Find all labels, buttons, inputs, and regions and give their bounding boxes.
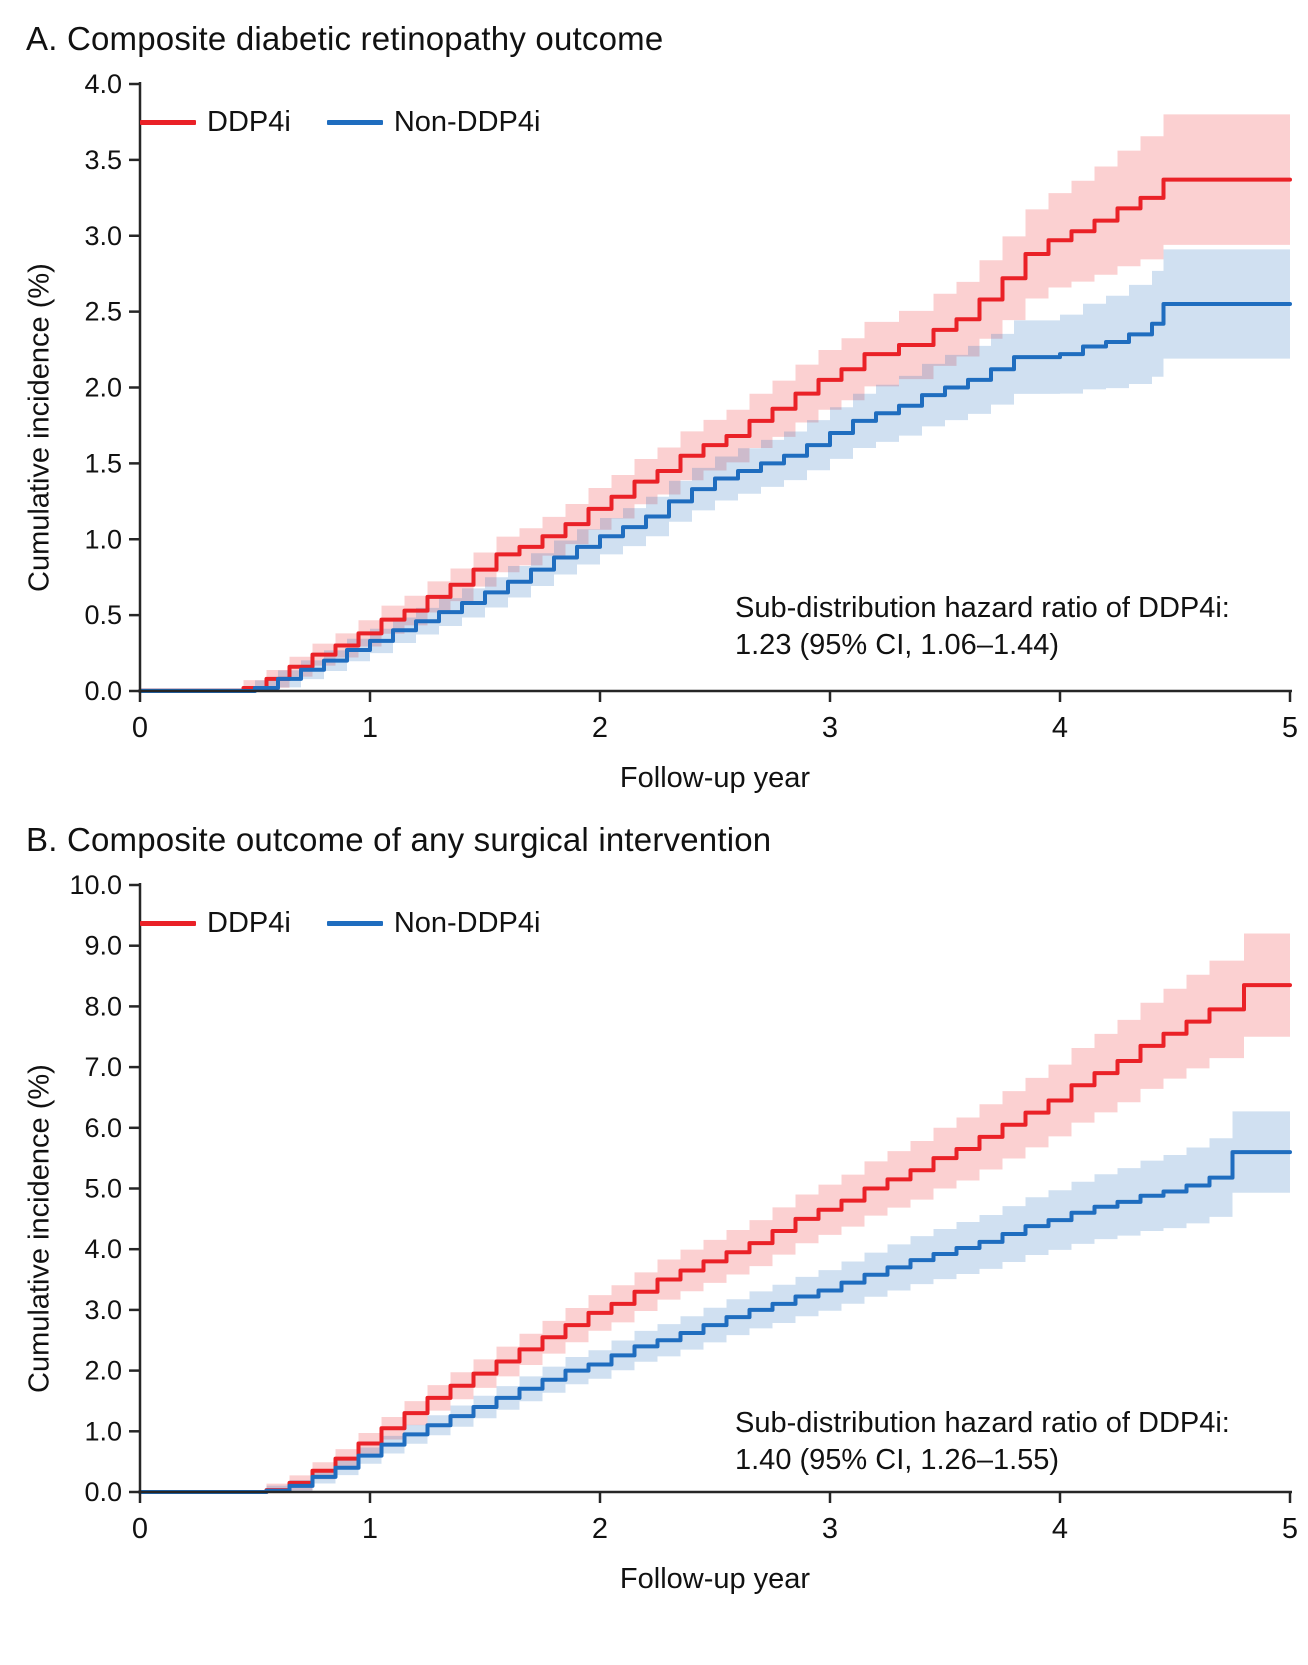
y-tick-label: 3.5: [84, 145, 122, 175]
non-ddp4i-legend-label: Non-DDP4i: [393, 106, 541, 138]
y-tick-label: 3.0: [84, 1295, 122, 1325]
non-ddp4i-legend-label: Non-DDP4i: [393, 907, 541, 939]
x-tick-label: 1: [362, 1513, 378, 1545]
ddp4i-legend-label: DDP4i: [207, 106, 291, 138]
panel-b-annotation-line-1: Sub-distribution hazard ratio of DDP4i:: [735, 1407, 1230, 1439]
x-tick-label: 0: [132, 1513, 148, 1545]
panel-b-chart-area: Cumulative incidence (%) 0.0 1.0 2.0 3.0 4.0…: [0, 867, 1308, 1545]
ddp4i-line-swatch-icon: [140, 120, 196, 125]
y-tick-label: 0.5: [84, 600, 122, 630]
panel-b: B. Composite outcome of any surgical int…: [0, 821, 1308, 1596]
y-tick-label: 2.0: [84, 373, 122, 403]
x-tick-label: 5: [1282, 712, 1298, 744]
panel-b-legend: DDP4i Non-DDP4i: [140, 907, 540, 940]
panel-a-hazard-ratio-annotation: Sub-distribution hazard ratio of DDP4i: …: [735, 590, 1230, 664]
panel-b-y-axis-title: Cumulative incidence (%): [23, 1064, 56, 1394]
panel-a: A. Composite diabetic retinopathy outcom…: [0, 20, 1308, 795]
x-tick-label: 2: [592, 712, 608, 744]
x-tick-label: 0: [132, 712, 148, 744]
y-tick-label: 5.0: [84, 1174, 122, 1204]
non-ddp4i-line-swatch-icon: [326, 120, 383, 125]
non-ddp4i-line-swatch-icon: [326, 921, 383, 926]
y-tick-label: 1.0: [84, 1416, 122, 1446]
non-ddp4i-ci-band: [140, 249, 1290, 691]
y-tick-label: 1.0: [84, 524, 122, 554]
y-tick-label: 2.0: [84, 1356, 122, 1386]
y-tick-label: 4.0: [84, 69, 122, 99]
y-tick-label: 0.0: [84, 1477, 122, 1507]
panel-a-chart-area: Cumulative incidence (%) 0.0 0.5 1.0 1.5 2.0…: [0, 66, 1308, 744]
non-ddp4i-ci-band: [140, 1111, 1290, 1492]
x-tick-label: 5: [1282, 1513, 1298, 1545]
x-tick-label: 1: [362, 712, 378, 744]
panel-a-annotation-line-2: 1.23 (95% CI, 1.06–1.44): [735, 629, 1060, 661]
y-tick-label: 8.0: [84, 991, 122, 1021]
x-tick-label: 3: [822, 712, 838, 744]
panel-a-legend: DDP4i Non-DDP4i: [140, 106, 540, 139]
non-ddp4i-curve: [138, 1150, 1292, 1494]
panel-a-title: A. Composite diabetic retinopathy outcom…: [26, 20, 664, 57]
y-tick-label: 0.0: [84, 676, 122, 706]
panel-a-x-axis-title: Follow-up year: [619, 762, 811, 794]
ddp4i-ci-band: [140, 933, 1290, 1492]
y-tick-label: 9.0: [84, 931, 122, 961]
y-tick-label: 7.0: [84, 1052, 122, 1082]
panel-a-plot: 0.0 0.5 1.0 1.5 2.0 2.5 3.0 3.5 4.0 0 1 2 3 4 5: [84, 69, 1298, 744]
x-tick-label: 4: [1052, 1513, 1068, 1545]
panel-b-x-axis-title: Follow-up year: [619, 1563, 811, 1595]
panel-a-annotation-line-1: Sub-distribution hazard ratio of DDP4i:: [735, 592, 1230, 624]
legend-item-ddp4i: DDP4i: [140, 106, 291, 139]
ddp4i-legend-label: DDP4i: [207, 907, 291, 939]
non-ddp4i-curve: [138, 302, 1292, 693]
legend-item-non-ddp4i: Non-DDP4i: [326, 106, 541, 139]
y-tick-label: 2.5: [84, 297, 122, 327]
panel-a-y-axis-title: Cumulative incidence (%): [23, 263, 56, 593]
y-tick-label: 6.0: [84, 1113, 122, 1143]
x-tick-label: 2: [592, 1513, 608, 1545]
y-tick-label: 1.5: [84, 448, 122, 478]
x-tick-label: 3: [822, 1513, 838, 1545]
panel-b-plot: 0.0 1.0 2.0 3.0 4.0 5.0 6.0 7.0 8.0 9.0 10.0 0 1 2 3 4 5: [69, 870, 1298, 1545]
panel-b-title: B. Composite outcome of any surgical int…: [26, 821, 772, 858]
y-tick-label: 4.0: [84, 1234, 122, 1264]
legend-item-non-ddp4i: Non-DDP4i: [326, 907, 541, 940]
ddp4i-ci-band: [140, 114, 1290, 692]
x-tick-label: 4: [1052, 712, 1068, 744]
ddp4i-curve: [138, 177, 1292, 693]
y-tick-label: 3.0: [84, 221, 122, 251]
legend-item-ddp4i: DDP4i: [140, 907, 291, 940]
y-tick-label: 10.0: [69, 870, 122, 900]
panel-b-annotation-line-2: 1.40 (95% CI, 1.26–1.55): [735, 1444, 1060, 1476]
panel-b-hazard-ratio-annotation: Sub-distribution hazard ratio of DDP4i: …: [735, 1405, 1230, 1479]
ddp4i-line-swatch-icon: [140, 921, 196, 926]
ddp4i-curve: [138, 983, 1292, 1494]
